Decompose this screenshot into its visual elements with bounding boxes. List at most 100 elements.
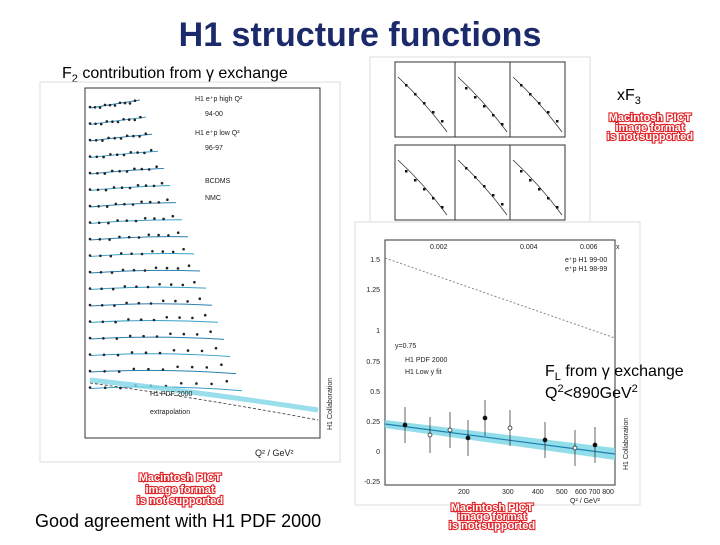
decoration <box>127 235 131 239</box>
decoration <box>88 105 92 109</box>
decoration <box>88 270 92 274</box>
footer: Good agreement with H1 PDF 2000 <box>35 511 321 531</box>
decoration <box>125 170 129 173</box>
decoration <box>107 136 110 140</box>
decoration <box>88 386 92 389</box>
decoration <box>512 159 563 216</box>
decoration <box>137 301 141 305</box>
decoration <box>111 120 114 123</box>
decoration <box>88 221 92 224</box>
decoration <box>112 186 116 189</box>
tick-label: 1.25 <box>366 287 380 294</box>
text: xF <box>617 87 635 104</box>
decoration <box>140 167 144 171</box>
decoration <box>384 257 616 339</box>
decoration <box>136 184 140 187</box>
subscript: 3 <box>635 95 641 107</box>
pict-notice: is not supported <box>607 131 693 143</box>
decoration <box>529 93 532 96</box>
decoration <box>214 346 218 350</box>
decoration <box>103 103 107 107</box>
decoration <box>414 93 417 96</box>
plot-frame <box>84 87 321 439</box>
decoration <box>176 365 179 369</box>
decoration <box>147 367 150 371</box>
decoration <box>483 185 486 188</box>
decoration <box>125 219 129 222</box>
title: H1 structure functions <box>179 16 542 54</box>
decoration <box>89 382 319 421</box>
decoration <box>94 122 97 126</box>
decoration <box>100 287 103 291</box>
decoration <box>133 118 137 122</box>
tick-label: 0.25 <box>366 419 380 426</box>
decoration <box>200 349 204 353</box>
text: F <box>545 363 555 380</box>
decoration <box>110 169 114 173</box>
decoration <box>165 266 169 270</box>
decoration <box>138 135 141 138</box>
decoration <box>190 365 194 369</box>
decoration <box>187 264 191 268</box>
pict-notice: image format <box>145 484 214 496</box>
text: Q <box>545 385 557 402</box>
collaboration: H1 Collaboration <box>623 418 630 470</box>
plot-frame <box>384 239 616 486</box>
decoration <box>133 167 136 171</box>
decoration <box>198 297 202 301</box>
decoration <box>98 106 102 109</box>
decoration <box>108 238 111 241</box>
decoration <box>123 101 127 105</box>
decoration <box>176 231 180 234</box>
decoration <box>193 280 196 284</box>
decoration <box>147 233 151 237</box>
decoration <box>186 349 190 352</box>
decoration <box>474 96 477 99</box>
decoration <box>182 332 186 336</box>
decoration <box>95 155 99 159</box>
decoration <box>136 151 139 154</box>
decoration <box>165 316 169 319</box>
decoration <box>556 206 559 209</box>
decoration <box>135 285 138 289</box>
decoration <box>122 153 126 157</box>
decoration <box>131 203 135 206</box>
decoration <box>125 134 129 138</box>
q2-caption: Q2<890GeV2 <box>545 383 638 402</box>
decoration <box>151 250 154 253</box>
decoration <box>103 172 107 175</box>
decoration <box>119 252 123 255</box>
decoration <box>88 188 92 191</box>
decoration <box>174 299 177 303</box>
decoration <box>98 238 102 241</box>
decoration <box>166 198 169 201</box>
tick-label: 0.006 <box>580 244 598 251</box>
decoration <box>144 184 148 187</box>
decoration <box>474 176 477 179</box>
decoration <box>102 353 106 357</box>
decoration <box>538 188 541 191</box>
decoration <box>110 271 114 274</box>
decoration <box>96 188 100 192</box>
decoration <box>137 236 141 239</box>
decoration <box>149 148 153 152</box>
decoration <box>178 316 181 319</box>
decoration <box>120 186 124 189</box>
curve-label: H1 PDF 2000 <box>405 357 448 364</box>
curve-label: H1 Low y fit <box>405 369 442 376</box>
decoration <box>130 351 134 354</box>
f2-caption: F2 contribution from γ exchange <box>62 65 288 85</box>
decoration <box>157 233 160 237</box>
decoration <box>161 368 165 371</box>
decoration <box>169 332 172 336</box>
decoration <box>139 115 142 119</box>
decoration <box>209 330 212 334</box>
decoration <box>127 118 131 121</box>
decoration <box>116 219 119 222</box>
tick-label: 400 <box>532 489 544 496</box>
pict-notice: is not supported <box>449 520 535 532</box>
subscript: 2 <box>72 73 78 85</box>
pict-notice: is not supported <box>137 495 223 507</box>
decoration <box>169 283 173 286</box>
